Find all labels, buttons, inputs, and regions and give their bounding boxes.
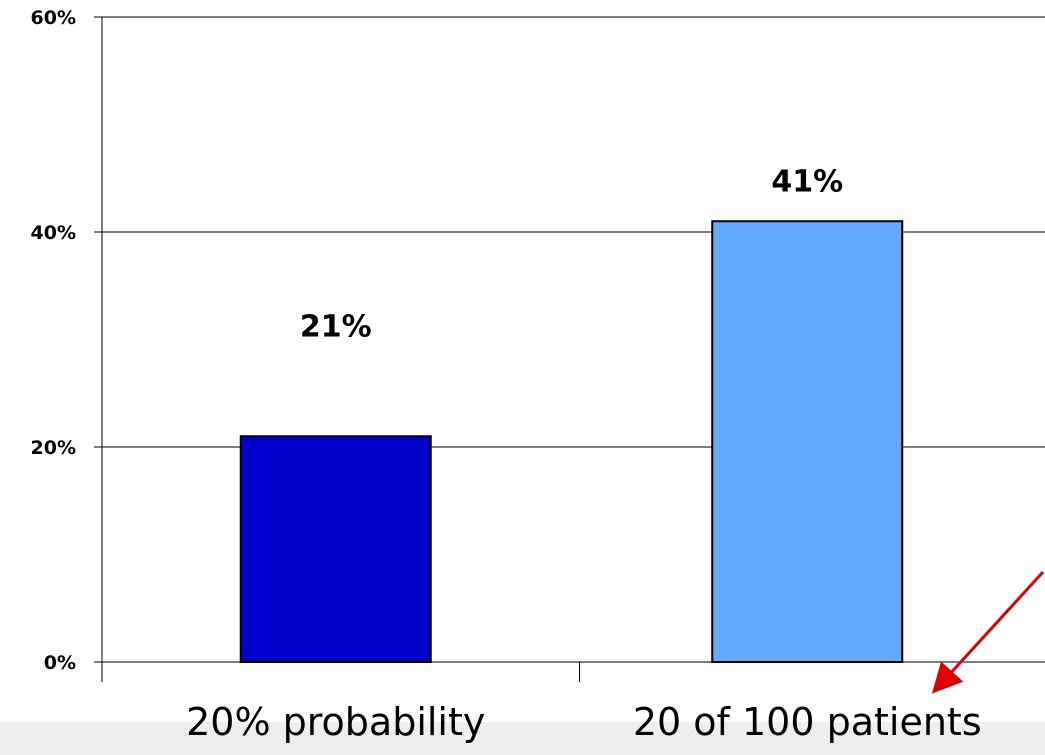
data-label: 21% [300,309,372,344]
x-category-label: 20% probability [186,700,485,744]
annotation-arrow [931,570,1045,694]
annotations [931,570,1045,694]
x-category-label: 20 of 100 patients [633,700,982,744]
bottom-band [0,722,1045,755]
y-tick-label: 20% [31,437,76,459]
labels: 0% 20% 40% 60% 21% 20% probability 41% 20 of 10… [31,7,982,744]
y-tick-label: 0% [44,652,76,674]
y-tick-label: 60% [31,7,76,29]
bar-2 [711,220,904,663]
bar-1 [239,435,432,663]
data-label: 41% [771,164,843,199]
axes [101,17,580,682]
y-tick-label: 40% [31,222,76,244]
bars [239,220,904,663]
